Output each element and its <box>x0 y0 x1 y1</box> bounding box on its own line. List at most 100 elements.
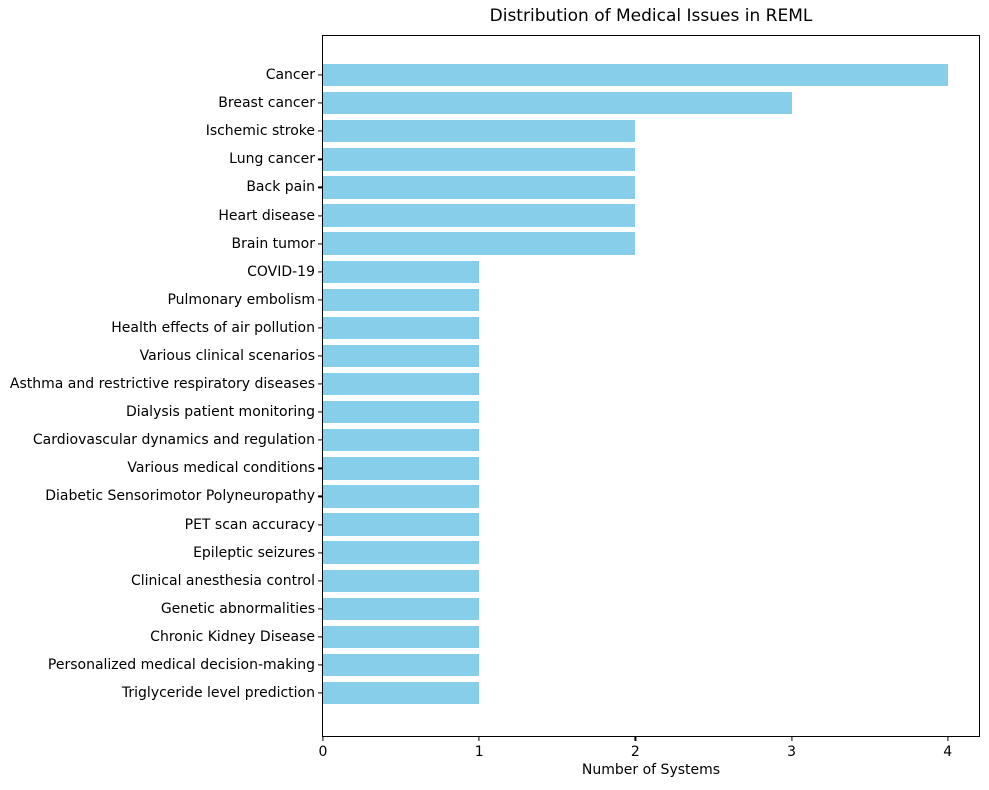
y-tick-mark <box>318 664 322 666</box>
bar-row: Asthma and restrictive respiratory disea… <box>10 370 979 398</box>
y-tick-mark <box>318 74 322 76</box>
y-tick-label: Genetic abnormalities <box>160 600 315 617</box>
x-tick-mark <box>634 737 636 741</box>
x-tick-label: 4 <box>943 744 953 760</box>
y-tick-label: Asthma and restrictive respiratory disea… <box>9 376 315 393</box>
y-tick-mark <box>318 186 322 189</box>
y-tick-mark <box>318 495 322 498</box>
bar <box>323 681 480 705</box>
bar-row: Ischemic stroke <box>206 117 979 145</box>
bar-row: Cardiovascular dynamics and regulation <box>33 426 979 454</box>
bar <box>323 400 480 424</box>
x-tick-mark <box>322 737 324 741</box>
bar <box>323 541 480 564</box>
bar-row: Breast cancer <box>218 89 979 117</box>
y-tick-label: Personalized medical decision-making <box>47 657 315 674</box>
y-tick-mark <box>318 299 322 301</box>
y-tick-label: Cancer <box>265 67 315 84</box>
bar <box>323 597 480 621</box>
y-tick-mark <box>318 214 322 217</box>
chart-title: Distribution of Medical Issues in REML <box>489 6 813 26</box>
y-tick-label: Cardiovascular dynamics and regulation <box>32 432 315 449</box>
y-tick-label: Brain tumor <box>231 235 315 252</box>
y-tick-label: Lung cancer <box>229 151 315 168</box>
bar-row: Various clinical scenarios <box>140 342 979 370</box>
plot-area: Cancer Breast cancer Ischemic stroke Lung c… <box>10 35 980 760</box>
bar-row: Genetic abnormalities <box>161 595 979 623</box>
bar <box>323 204 636 227</box>
bar-row: Lung cancer <box>229 145 979 173</box>
y-tick-mark <box>318 102 322 104</box>
y-tick-label: Heart disease <box>218 207 315 224</box>
bars-area: Cancer Breast cancer Ischemic stroke Lung c… <box>10 36 979 707</box>
bar <box>323 288 480 311</box>
bar <box>323 176 636 199</box>
bar-row: Brain tumor <box>232 230 979 258</box>
bar <box>323 569 480 592</box>
y-tick-label: Ischemic stroke <box>205 123 315 140</box>
y-tick-mark <box>318 439 322 441</box>
bar <box>323 372 480 396</box>
y-tick-mark <box>318 580 322 582</box>
y-tick-mark <box>318 552 322 554</box>
x-tick-mark <box>947 737 949 741</box>
bar <box>323 457 480 480</box>
y-tick-label: Various clinical scenarios <box>139 347 315 364</box>
bar-row: Health effects of air pollution <box>111 314 979 342</box>
y-tick-mark <box>318 355 322 357</box>
bar <box>323 148 636 171</box>
y-tick-mark <box>318 130 322 132</box>
x-tick-label: 3 <box>787 744 797 760</box>
bar-row: Pulmonary embolism <box>167 286 979 314</box>
bar <box>323 429 480 452</box>
bar-row: Cancer <box>266 61 979 89</box>
y-tick-mark <box>318 523 322 526</box>
x-tick-mark <box>478 737 480 741</box>
y-tick-label: Back pain <box>246 179 315 196</box>
y-tick-label: Dialysis patient monitoring <box>125 404 315 421</box>
y-tick-label: PET scan accuracy <box>184 516 315 533</box>
y-tick-mark <box>318 383 322 385</box>
x-tick-mark <box>790 737 793 741</box>
bar-row: Clinical anesthesia control <box>131 567 979 595</box>
y-tick-label: Clinical anesthesia control <box>130 572 315 589</box>
y-tick-label: Epileptic seizures <box>193 544 315 561</box>
bar <box>323 120 636 143</box>
y-tick-mark <box>318 608 322 610</box>
y-tick-mark <box>318 327 322 329</box>
bar-row: PET scan accuracy <box>185 511 979 539</box>
y-tick-label: Pulmonary embolism <box>167 291 315 308</box>
bar <box>323 344 480 368</box>
y-tick-mark <box>318 692 322 694</box>
y-tick-label: Triglyceride level prediction <box>121 685 315 702</box>
bar <box>323 485 480 508</box>
bar-row: Diabetic Sensorimotor Polyneuropathy <box>45 482 979 510</box>
bar <box>323 91 792 115</box>
x-tick-label: 2 <box>630 744 640 760</box>
y-tick-mark <box>318 243 322 245</box>
x-tick-label: 0 <box>318 744 328 760</box>
y-tick-label: Health effects of air pollution <box>111 319 315 336</box>
bar-row: Triglyceride level prediction <box>122 679 979 707</box>
bar <box>323 63 948 87</box>
bar-row: Personalized medical decision-making <box>48 651 979 679</box>
bar <box>323 232 636 255</box>
y-tick-mark <box>318 411 322 413</box>
bar-row: Various medical conditions <box>127 454 979 482</box>
bar <box>323 316 480 340</box>
bar <box>323 513 480 536</box>
bar-row: Heart disease <box>218 201 979 229</box>
bar-row: Chronic Kidney Disease <box>150 623 979 651</box>
bar-row: Epileptic seizures <box>193 539 979 567</box>
y-tick-mark <box>318 467 322 469</box>
bar-row: COVID-19 <box>247 258 979 286</box>
y-tick-mark <box>318 158 322 160</box>
y-tick-mark <box>318 271 322 273</box>
y-tick-label: Breast cancer <box>218 95 315 112</box>
y-tick-label: Various medical conditions <box>127 460 315 477</box>
x-axis-label: Number of Systems <box>581 762 721 778</box>
bar-row: Back pain <box>246 173 979 201</box>
y-tick-label: Diabetic Sensorimotor Polyneuropathy <box>45 488 315 505</box>
bar <box>323 260 480 283</box>
